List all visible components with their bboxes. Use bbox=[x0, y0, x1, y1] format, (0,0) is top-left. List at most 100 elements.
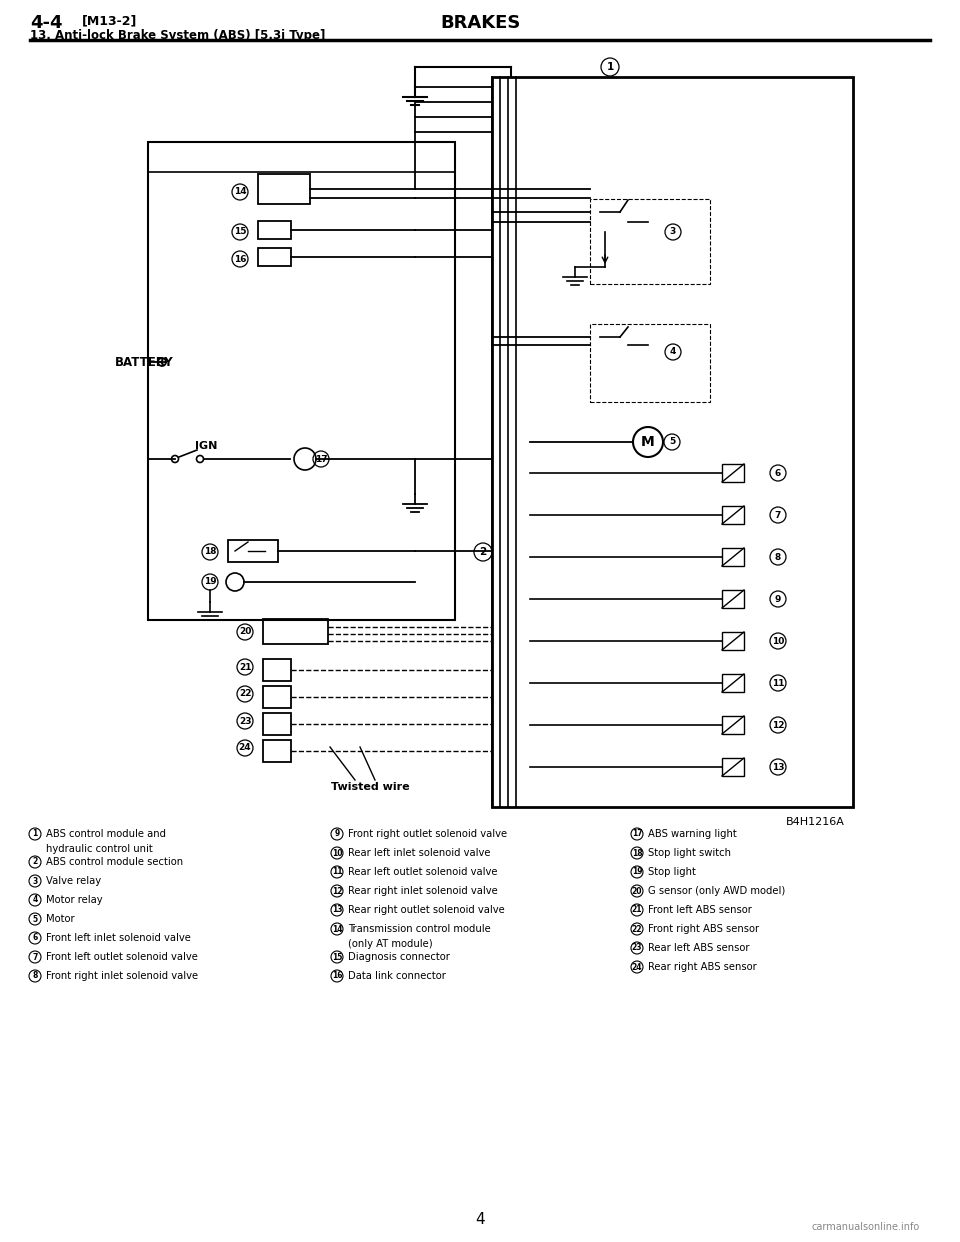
Bar bbox=[590, 199, 710, 284]
Bar bbox=[148, 142, 455, 620]
Bar bbox=[722, 758, 744, 776]
Text: 9: 9 bbox=[775, 595, 781, 604]
Text: 5: 5 bbox=[669, 437, 675, 447]
Bar bbox=[492, 77, 853, 807]
Text: B4H1216A: B4H1216A bbox=[786, 817, 845, 827]
Text: 7: 7 bbox=[775, 510, 781, 519]
Text: 22: 22 bbox=[239, 689, 252, 698]
Text: 13: 13 bbox=[332, 905, 343, 914]
Text: G sensor (only AWD model): G sensor (only AWD model) bbox=[648, 886, 785, 895]
Text: 12: 12 bbox=[772, 720, 784, 729]
Text: 15: 15 bbox=[332, 953, 342, 961]
Text: 8: 8 bbox=[775, 553, 781, 561]
Text: 13: 13 bbox=[772, 763, 784, 771]
Text: Front right outlet solenoid valve: Front right outlet solenoid valve bbox=[348, 828, 507, 840]
Text: 4: 4 bbox=[33, 895, 37, 904]
Bar bbox=[258, 221, 291, 238]
Text: Rear right ABS sensor: Rear right ABS sensor bbox=[648, 963, 756, 972]
Text: 6: 6 bbox=[775, 468, 781, 477]
Text: BRAKES: BRAKES bbox=[440, 14, 520, 32]
Text: Front left ABS sensor: Front left ABS sensor bbox=[648, 905, 752, 915]
Text: 1: 1 bbox=[33, 830, 37, 838]
Text: Stop light: Stop light bbox=[648, 867, 696, 877]
Bar bbox=[722, 632, 744, 650]
Text: hydraulic control unit: hydraulic control unit bbox=[46, 845, 153, 854]
Text: 8: 8 bbox=[33, 971, 37, 980]
Text: 10: 10 bbox=[332, 848, 343, 857]
Bar bbox=[263, 740, 291, 763]
Text: Motor: Motor bbox=[46, 914, 75, 924]
Text: 10: 10 bbox=[772, 636, 784, 646]
Text: 17: 17 bbox=[632, 830, 642, 838]
Text: ABS control module and: ABS control module and bbox=[46, 828, 166, 840]
Text: 18: 18 bbox=[632, 848, 642, 857]
Text: BATTERY: BATTERY bbox=[115, 355, 174, 369]
Text: IGN: IGN bbox=[195, 441, 217, 451]
Bar bbox=[722, 715, 744, 734]
Text: Transmission control module: Transmission control module bbox=[348, 924, 491, 934]
Bar bbox=[722, 505, 744, 524]
Bar bbox=[722, 590, 744, 609]
Bar bbox=[258, 174, 310, 204]
Text: 6: 6 bbox=[33, 934, 37, 943]
Text: Rear left inlet solenoid valve: Rear left inlet solenoid valve bbox=[348, 848, 491, 858]
Text: 20: 20 bbox=[239, 627, 252, 636]
Text: ABS control module section: ABS control module section bbox=[46, 857, 183, 867]
Text: 12: 12 bbox=[332, 887, 343, 895]
Text: 7: 7 bbox=[33, 953, 37, 961]
Bar bbox=[263, 660, 291, 681]
Text: 2: 2 bbox=[33, 857, 37, 867]
Text: Twisted wire: Twisted wire bbox=[330, 782, 409, 792]
Text: Rear right inlet solenoid valve: Rear right inlet solenoid valve bbox=[348, 886, 497, 895]
Text: 14: 14 bbox=[332, 924, 343, 934]
Text: Diagnosis connector: Diagnosis connector bbox=[348, 953, 450, 963]
Text: 15: 15 bbox=[233, 227, 247, 236]
Text: 4: 4 bbox=[670, 348, 676, 356]
Text: 3: 3 bbox=[670, 227, 676, 236]
Text: 23: 23 bbox=[632, 944, 642, 953]
Text: 13. Anti-lock Brake System (ABS) [5.3i Type]: 13. Anti-lock Brake System (ABS) [5.3i T… bbox=[30, 29, 325, 42]
Bar bbox=[263, 713, 291, 735]
Text: 21: 21 bbox=[239, 662, 252, 672]
Text: Data link connector: Data link connector bbox=[348, 971, 445, 981]
Text: 21: 21 bbox=[632, 905, 642, 914]
Text: Front right ABS sensor: Front right ABS sensor bbox=[648, 924, 759, 934]
Text: M: M bbox=[641, 435, 655, 450]
Text: ABS warning light: ABS warning light bbox=[648, 828, 736, 840]
Text: 16: 16 bbox=[332, 971, 343, 980]
Text: Rear left outlet solenoid valve: Rear left outlet solenoid valve bbox=[348, 867, 497, 877]
Text: 9: 9 bbox=[334, 830, 340, 838]
Text: 4-4: 4-4 bbox=[30, 14, 62, 32]
Text: (only AT module): (only AT module) bbox=[348, 939, 433, 949]
Text: 23: 23 bbox=[239, 717, 252, 725]
Text: Front right inlet solenoid valve: Front right inlet solenoid valve bbox=[46, 971, 198, 981]
Text: 11: 11 bbox=[772, 678, 784, 688]
Text: Rear left ABS sensor: Rear left ABS sensor bbox=[648, 943, 750, 953]
Bar bbox=[722, 465, 744, 482]
Bar bbox=[722, 674, 744, 692]
Text: 1: 1 bbox=[607, 62, 613, 72]
Text: 20: 20 bbox=[632, 887, 642, 895]
Bar bbox=[258, 248, 291, 266]
Text: 22: 22 bbox=[632, 924, 642, 934]
Text: 14: 14 bbox=[233, 188, 247, 196]
Text: 4: 4 bbox=[475, 1212, 485, 1227]
Text: 11: 11 bbox=[332, 867, 343, 877]
Bar bbox=[228, 540, 278, 561]
Bar bbox=[263, 619, 328, 645]
Text: Front left inlet solenoid valve: Front left inlet solenoid valve bbox=[46, 933, 191, 943]
Text: 19: 19 bbox=[204, 578, 216, 586]
Text: Stop light switch: Stop light switch bbox=[648, 848, 731, 858]
Text: Motor relay: Motor relay bbox=[46, 895, 103, 905]
Text: 2: 2 bbox=[479, 546, 487, 556]
Text: carmanualsonline.info: carmanualsonline.info bbox=[812, 1222, 920, 1232]
Text: 5: 5 bbox=[33, 914, 37, 924]
Text: 18: 18 bbox=[204, 548, 216, 556]
Text: 24: 24 bbox=[239, 744, 252, 753]
Bar bbox=[590, 324, 710, 402]
Text: Rear right outlet solenoid valve: Rear right outlet solenoid valve bbox=[348, 905, 505, 915]
Text: [M13-2]: [M13-2] bbox=[82, 14, 137, 27]
Text: 24: 24 bbox=[632, 963, 642, 971]
Text: Front left outlet solenoid valve: Front left outlet solenoid valve bbox=[46, 953, 198, 963]
Text: 3: 3 bbox=[33, 877, 37, 886]
